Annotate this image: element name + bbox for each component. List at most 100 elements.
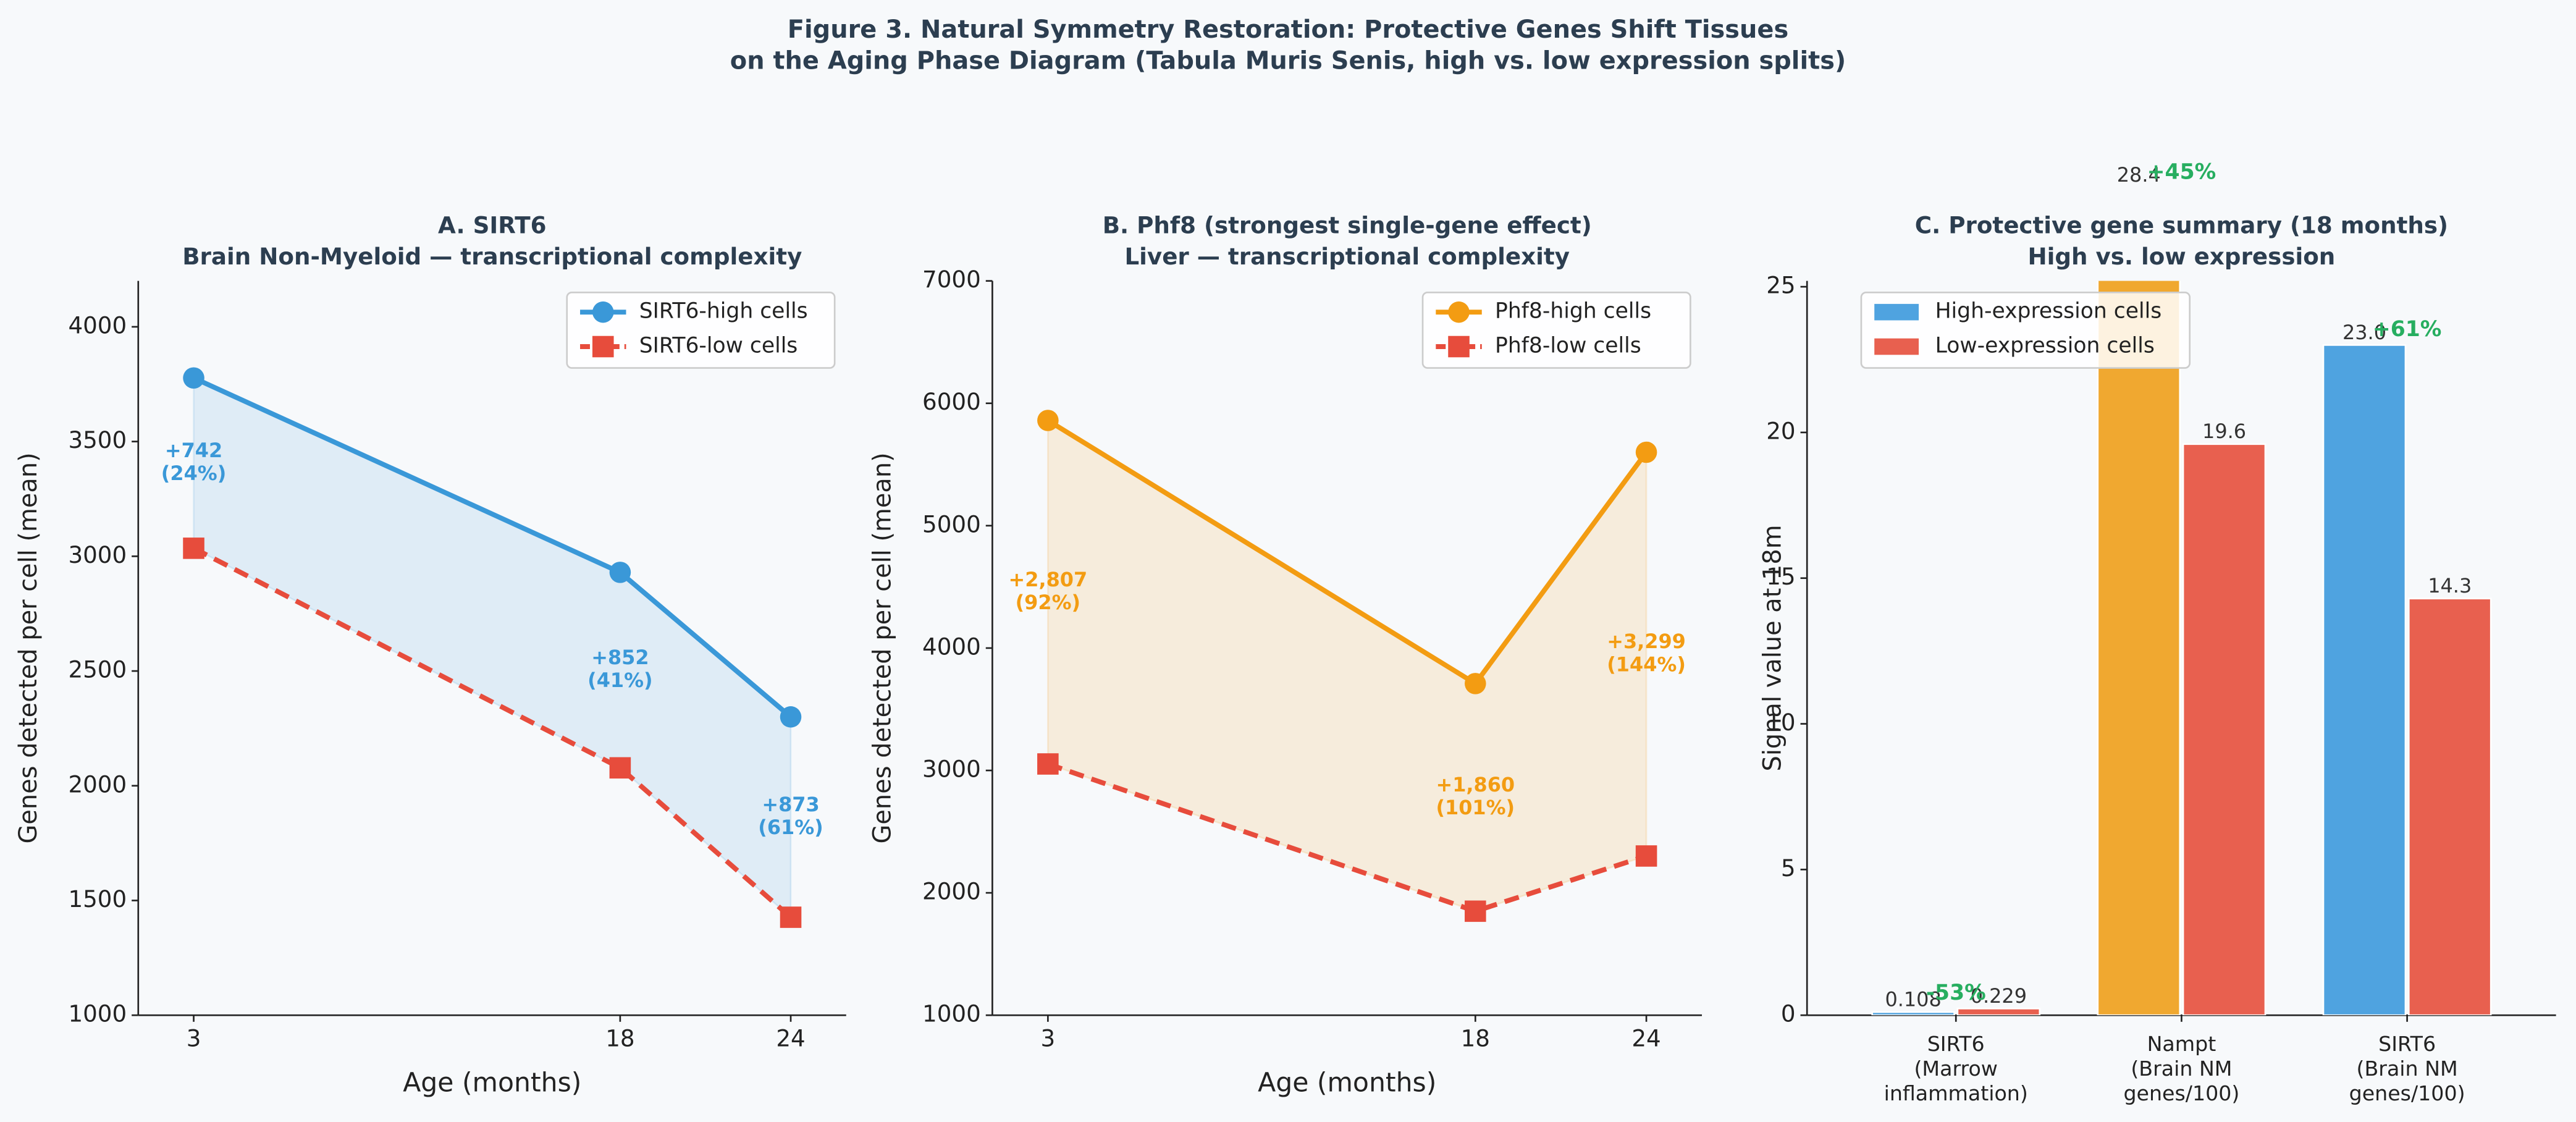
y-tick-label: 6000 — [922, 388, 981, 415]
point — [780, 906, 802, 928]
series-line — [192, 546, 793, 919]
panel-title: A. SIRT6 — [438, 211, 547, 238]
gap-annotation: (101%) — [1436, 796, 1515, 819]
y-tick-label: 2500 — [68, 656, 127, 683]
bar-value-label: 19.6 — [2202, 420, 2246, 443]
legend-label: SIRT6-low cells — [639, 334, 798, 358]
y-tick-label: 20 — [1766, 417, 1795, 444]
change-annotation: -53% — [1926, 981, 1986, 1005]
gap-annotation: +2,807 — [1009, 568, 1088, 591]
point — [183, 538, 204, 559]
y-tick-label: 4000 — [68, 311, 127, 339]
legend-label: Phf8-low cells — [1495, 334, 1641, 358]
gap-annotation: +873 — [762, 793, 819, 816]
legend-label: SIRT6-high cells — [639, 299, 808, 324]
figure-title: Figure 3. Natural Symmetry Restoration: … — [788, 15, 1788, 44]
point — [1037, 753, 1059, 775]
bar-value-label: 0.229 — [1971, 984, 2027, 1008]
figure-title: on the Aging Phase Diagram (Tabula Muris… — [730, 47, 1846, 75]
point — [1037, 410, 1059, 431]
legend-label: High-expression cells — [1935, 299, 2162, 324]
bar-value-label: 0.108 — [1885, 987, 1941, 1011]
legend-marker — [1448, 335, 1470, 358]
point — [1465, 673, 1486, 694]
y-tick-label: 25 — [1766, 272, 1795, 299]
gap-annotation: (41%) — [587, 669, 652, 692]
gap-annotation: +3,299 — [1607, 630, 1686, 653]
bar — [1956, 1008, 2041, 1016]
y-tick-label: 5 — [1781, 854, 1796, 882]
legend-marker — [1448, 301, 1470, 323]
panel-title: B. Phf8 (strongest single-gene effect) — [1103, 211, 1592, 238]
series-line — [1047, 761, 1648, 914]
y-tick-label: 0 — [1781, 1000, 1796, 1027]
legend-box — [1421, 291, 1691, 369]
legend-swatch — [1874, 303, 1919, 321]
x-tick-label: 3 — [187, 1025, 201, 1052]
legend-box — [566, 291, 836, 369]
y-tick-label: 1000 — [68, 1000, 127, 1027]
x-tick-label: 18 — [605, 1025, 634, 1052]
y-tick-label: 5000 — [922, 510, 981, 538]
legend-label: Low-expression cells — [1935, 334, 2155, 358]
y-axis-label: Signal value at 18m — [1759, 525, 1787, 771]
point — [609, 757, 631, 779]
y-tick-label: 1000 — [922, 1000, 981, 1027]
point — [609, 562, 631, 583]
x-tick-label: 24 — [776, 1025, 805, 1052]
gap-annotation: (144%) — [1607, 652, 1686, 676]
x-tick-label: 18 — [1461, 1025, 1490, 1052]
legend-label: Phf8-high cells — [1495, 299, 1651, 324]
bar-value-label: 23.0 — [2342, 321, 2386, 344]
y-tick-label: 4000 — [922, 633, 981, 660]
point — [1635, 845, 1657, 867]
legend-marker — [592, 335, 614, 358]
point — [780, 706, 802, 728]
x-axis-label: Age (months) — [403, 1068, 581, 1098]
bar — [2182, 443, 2267, 1016]
gap-annotation: (92%) — [1016, 591, 1080, 614]
change-annotation: +45% — [2147, 159, 2216, 184]
gap-annotation: (61%) — [758, 816, 823, 839]
y-tick-label: 7000 — [922, 266, 981, 293]
legend-box — [1860, 291, 2191, 369]
y-tick-label: 10 — [1766, 709, 1795, 736]
bar — [2407, 597, 2492, 1016]
x-tick-label: Nampt (Brain NM genes/100) — [2123, 1032, 2239, 1105]
y-tick-label: 1500 — [68, 885, 127, 913]
point — [1635, 441, 1657, 463]
x-tick-label: SIRT6 (Brain NM genes/100) — [2349, 1032, 2465, 1105]
y-axis-label: Genes detected per cell (mean) — [14, 452, 43, 843]
y-tick-label: 3000 — [68, 541, 127, 568]
point — [183, 367, 204, 389]
bar — [1871, 1011, 1955, 1016]
legend-marker — [592, 301, 614, 323]
y-tick-label: 3000 — [922, 756, 981, 783]
y-tick-label: 2000 — [68, 770, 127, 798]
y-tick-label: 15 — [1766, 563, 1795, 590]
panel-title: High vs. low expression — [2028, 243, 2336, 270]
gap-annotation: +742 — [165, 439, 222, 462]
x-tick-label: 3 — [1041, 1025, 1056, 1052]
x-tick-label: SIRT6 (Marrow inflammation) — [1884, 1032, 2028, 1105]
x-tick-label: 24 — [1631, 1025, 1661, 1052]
point — [1465, 900, 1486, 922]
bar — [2322, 344, 2407, 1016]
y-tick-label: 3500 — [68, 426, 127, 453]
gap-annotation: (24%) — [161, 462, 226, 485]
panel-title: Liver — transcriptional complexity — [1124, 243, 1570, 270]
x-axis-label: Age (months) — [1258, 1068, 1436, 1098]
y-axis-label: Genes detected per cell (mean) — [868, 452, 896, 843]
change-annotation: +61% — [2373, 317, 2442, 342]
panel-title: C. Protective gene summary (18 months) — [1915, 211, 2448, 238]
gap-annotation: +1,860 — [1436, 773, 1515, 796]
gap-annotation: +852 — [591, 646, 649, 669]
bar-value-label: 28.4 — [2117, 163, 2161, 187]
bar — [2097, 280, 2181, 1016]
bars — [1871, 280, 2492, 1016]
legend-swatch — [1874, 338, 1919, 355]
panel-title: Brain Non-Myeloid — transcriptional comp… — [182, 243, 802, 270]
y-tick-label: 2000 — [922, 878, 981, 905]
bar-value-label: 14.3 — [2428, 574, 2472, 597]
